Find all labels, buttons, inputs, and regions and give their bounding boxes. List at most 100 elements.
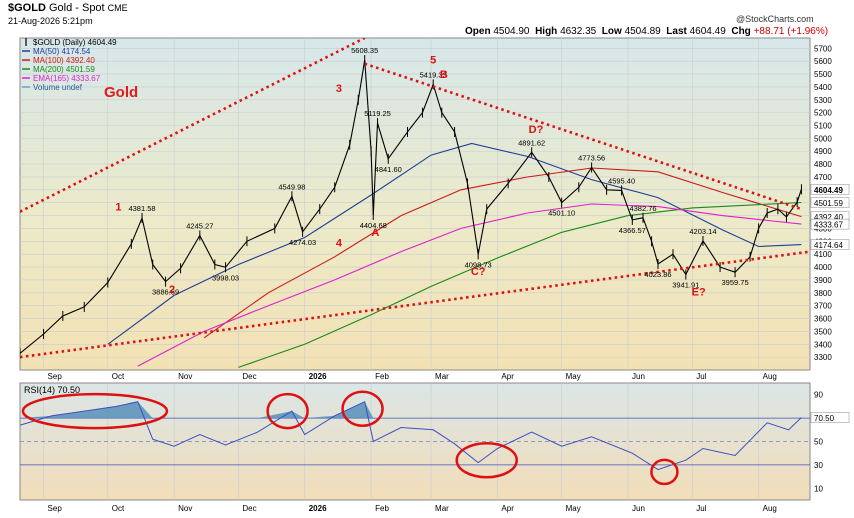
- x-tick-label: Apr: [501, 504, 514, 513]
- x-tick-label: May: [566, 372, 581, 381]
- y-tick-label: 3800: [814, 289, 832, 298]
- x-tick-label: Nov: [178, 504, 192, 513]
- y-tick-label: 4900: [814, 147, 832, 156]
- x-tick-label: Dec: [242, 504, 256, 513]
- legend-label: EMA(165) 4333.67: [33, 74, 101, 83]
- rsi-highlight-ellipse: [455, 441, 518, 479]
- badge-box: [810, 197, 850, 208]
- x-tick-label: Aug: [763, 504, 777, 513]
- x-tick-label: Mar: [435, 372, 449, 381]
- wave-label: A: [371, 227, 379, 239]
- y-tick-label: 3400: [814, 340, 832, 349]
- badge-label: 4333.67: [814, 221, 843, 230]
- trendline: [20, 250, 810, 359]
- rsi-overbought-fill: [20, 401, 802, 419]
- rsi-badge-box: [810, 412, 850, 423]
- wave-label: 1: [115, 201, 121, 213]
- wave-label: 2: [169, 284, 175, 296]
- y-tick-label: 3700: [814, 302, 832, 311]
- price-label: 4549.98: [278, 182, 305, 191]
- x-tick-label: Jul: [696, 372, 706, 381]
- rsi-series: [20, 390, 802, 486]
- price-label: 4381.58: [128, 204, 155, 213]
- header-ohlc: Open 4504.90 High 4632.35 Low 4504.89 La…: [465, 26, 829, 37]
- rsi-tick-label: 10: [814, 484, 823, 493]
- header-datetime: 21-Aug-2026 5:21pm: [8, 16, 93, 26]
- y-tick-label: 5700: [814, 44, 832, 53]
- price-label: 4203.14: [689, 227, 716, 236]
- x-tick-label: 2026: [309, 504, 327, 513]
- x-axis: Sep Sep Oct Oct Nov Nov Dec Dec 2026 2026 Feb Feb Ma…: [48, 372, 777, 513]
- y-tick-label: 5500: [814, 70, 832, 79]
- x-tick-label: May: [566, 504, 581, 513]
- x-tick-label: Jun: [632, 372, 645, 381]
- header-symbol: $GOLD Gold - Spot CME: [8, 2, 128, 14]
- indicator-ema165: [137, 203, 802, 367]
- rsi-line: [20, 400, 802, 471]
- indicator-ma50: [107, 142, 802, 345]
- legend-label: Volume undef: [33, 83, 83, 92]
- price-label: 4382.76: [629, 204, 656, 213]
- x-tick-label: Oct: [112, 504, 125, 513]
- y-tick-label: 4800: [814, 160, 832, 169]
- x-tick-label: Oct: [112, 372, 125, 381]
- price-series: [20, 55, 802, 359]
- y-tick-label: 5200: [814, 109, 832, 118]
- wave-label: B: [440, 69, 448, 81]
- legend-label: $GOLD (Daily) 4604.49: [33, 38, 117, 47]
- price-grid: [20, 38, 810, 370]
- wave-label: 4: [336, 237, 343, 249]
- price-label: 4773.56: [578, 154, 605, 163]
- indicator-ma100: [203, 167, 802, 339]
- price-label: 3959.75: [722, 278, 749, 287]
- y-tick-label: 5100: [814, 122, 832, 131]
- price-label: 3998.03: [212, 273, 239, 282]
- y-tick-label: 4100: [814, 250, 832, 259]
- y-tick-label: 3600: [814, 315, 832, 324]
- x-tick-label: Sep: [48, 504, 63, 513]
- wave-label: 3: [336, 83, 342, 95]
- rsi-highlight-ellipse: [341, 390, 384, 427]
- x-tick-label: Jul: [696, 504, 706, 513]
- y-tick-label: 5400: [814, 83, 832, 92]
- price-label: 4404.68: [360, 221, 387, 230]
- badge-label: 4174.64: [814, 241, 843, 250]
- rsi-title: RSI(14) 70.50: [24, 385, 80, 395]
- price-label: 3941.91: [672, 281, 699, 290]
- x-tick-label: Mar: [435, 504, 449, 513]
- badge-label: 4604.49: [814, 186, 843, 195]
- wave-label: E?: [692, 286, 706, 298]
- rsi-y-axis: 103050709070.50: [810, 391, 850, 493]
- badge-label: 4392.40: [814, 213, 843, 222]
- y-tick-label: 5000: [814, 134, 832, 143]
- y-tick-label: 4000: [814, 263, 832, 272]
- rsi-highlight-ellipse: [21, 392, 169, 430]
- price-label: 4501.10: [548, 209, 575, 218]
- price-label: 4841.60: [375, 165, 402, 174]
- badge-box: [810, 218, 850, 230]
- price-line: [20, 60, 802, 354]
- price-label: 5419.33: [420, 70, 447, 79]
- x-tick-label: Aug: [763, 372, 777, 381]
- badge-box: [810, 239, 850, 250]
- rsi-tick-label: 30: [814, 461, 823, 470]
- legend-label: MA(200) 4501.59: [33, 65, 95, 74]
- price-panel-bg: [19, 37, 811, 371]
- x-tick-label: Feb: [375, 372, 389, 381]
- wave-labels: 1 2 3 4 A 5B C? D? E?: [115, 55, 706, 299]
- rsi-tick-label: 50: [814, 438, 823, 447]
- y-tick-label: 3300: [814, 353, 832, 362]
- indicator-lines: [107, 142, 802, 368]
- y-tick-label: 5600: [814, 57, 832, 66]
- price-label: 4595.40: [608, 176, 635, 185]
- price-label: 4098.73: [465, 260, 492, 269]
- badge-box: [810, 184, 850, 195]
- x-tick-label: Feb: [375, 504, 389, 513]
- wave-label: C?: [471, 266, 486, 278]
- trendlines: [20, 38, 810, 359]
- rsi-highlight-ellipse: [650, 458, 679, 486]
